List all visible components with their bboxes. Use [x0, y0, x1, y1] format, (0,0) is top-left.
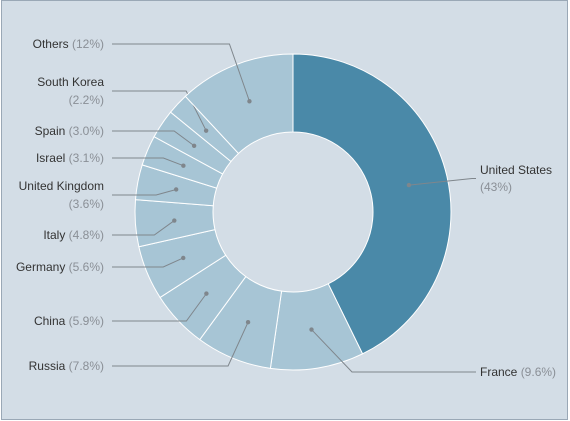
leader-dot-united-states: [406, 182, 412, 188]
leader-line-israel: [112, 157, 184, 167]
slice-label-south-korea: South Korea (2.2%): [37, 75, 104, 107]
slice-label-france: France (9.6%): [480, 365, 556, 379]
leader-dot-south-korea: [203, 128, 209, 133]
leader-dot-russia: [245, 319, 251, 325]
slice-label-united-kingdom: United Kingdom (3.6%): [19, 179, 104, 211]
leader-dot-italy: [172, 218, 177, 223]
leader-line-south-korea: [112, 90, 207, 131]
leader-dot-china: [204, 291, 209, 296]
leader-line-others: [112, 43, 250, 102]
slice-label-spain: Spain (3.0%): [35, 124, 104, 138]
slice-label-china: China (5.9%): [34, 314, 104, 328]
leader-dot-israel: [181, 163, 186, 168]
slice-label-italy: Italy (4.8%): [43, 228, 104, 242]
leader-dot-spain: [191, 143, 197, 148]
slice-label-germany: Germany (5.6%): [16, 260, 104, 274]
slice-others[interactable]: [184, 53, 294, 155]
leader-line-china: [112, 293, 207, 322]
slice-label-israel: Israel (3.1%): [36, 151, 104, 165]
slice-label-united-states: United States (43%): [480, 163, 552, 194]
leader-line-spain: [112, 130, 195, 147]
leader-line-united-kingdom: [112, 188, 177, 196]
slice-united-states[interactable]: [292, 53, 452, 355]
leader-dot-germany: [181, 255, 186, 261]
leader-dot-others: [247, 99, 252, 104]
leader-line-germany: [112, 257, 184, 268]
leader-line-italy: [112, 220, 175, 236]
leader-line-united-states: [408, 178, 476, 186]
leader-line-france: [311, 329, 476, 373]
leader-dot-france: [309, 327, 314, 332]
slice-label-others: Others (12%): [33, 37, 104, 51]
slice-label-russia: Russia (7.8%): [29, 359, 104, 373]
leader-dot-united-kingdom: [173, 187, 179, 192]
leader-line-russia: [112, 321, 249, 367]
